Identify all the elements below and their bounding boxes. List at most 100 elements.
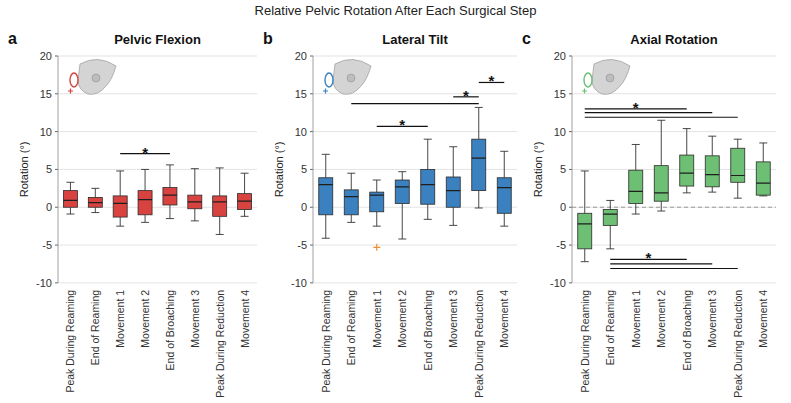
whisker-lower	[347, 215, 355, 223]
tick-mark	[310, 169, 313, 170]
panel-letter: a	[8, 30, 17, 47]
tick-mark	[55, 207, 58, 208]
category-label: Peak During Reaming	[320, 290, 332, 393]
whisker-upper	[581, 171, 589, 213]
box	[188, 195, 202, 209]
median-line	[163, 195, 177, 196]
plus-sign	[323, 89, 328, 94]
box	[421, 169, 435, 204]
whisker-upper	[424, 139, 432, 169]
category-label: Movement 3	[706, 290, 718, 348]
tick-mark	[310, 56, 313, 57]
category-label: Movement 1	[114, 290, 126, 348]
tick-mark	[55, 169, 58, 170]
box	[113, 196, 127, 217]
axis-title: Rotation (°)	[273, 142, 285, 198]
category-label: Peak During Reaming	[579, 290, 591, 393]
whisker-lower	[500, 213, 508, 226]
tick-label: 5	[560, 163, 566, 175]
tick-mark	[569, 282, 572, 283]
whisker-upper	[632, 144, 640, 170]
median-line	[756, 182, 770, 183]
box	[472, 139, 486, 190]
axis-title: Rotation (°)	[532, 142, 544, 198]
category-label: End of Broaching	[681, 290, 693, 371]
whisker-lower	[166, 205, 174, 219]
whisker-lower	[683, 186, 691, 193]
pelvis-shape	[333, 59, 371, 94]
median-line	[395, 186, 409, 187]
tick-mark	[310, 207, 313, 208]
median-line	[344, 196, 358, 197]
box	[731, 148, 745, 182]
median-line	[138, 199, 152, 200]
significance-bracket	[610, 268, 738, 269]
plus-sign	[68, 89, 73, 94]
median-line	[654, 192, 668, 193]
whisker-upper	[141, 169, 149, 190]
box	[63, 191, 77, 208]
pelvis-joint	[347, 74, 355, 82]
significance-bracket	[585, 117, 738, 118]
grid-line	[313, 245, 517, 246]
median-line	[113, 203, 127, 204]
grid-line	[572, 56, 776, 57]
whisker-upper	[475, 107, 483, 139]
tick-mark	[569, 169, 572, 170]
median-line	[472, 157, 486, 158]
whisker-lower	[734, 182, 742, 198]
category-label: End of Reaming	[604, 290, 616, 365]
whisker-lower	[91, 207, 99, 212]
grid-line	[58, 282, 257, 283]
median-line	[680, 173, 694, 174]
pelvis-shape	[592, 59, 630, 94]
median-line	[629, 191, 643, 192]
whisker-lower	[191, 209, 199, 221]
whisker-lower	[449, 207, 457, 225]
category-label: Movement 3	[189, 290, 201, 348]
tick-label: -10	[550, 277, 566, 289]
category-label: Movement 2	[396, 290, 408, 348]
grid-line	[58, 245, 257, 246]
box	[705, 156, 719, 187]
category-label: Movement 1	[371, 290, 383, 348]
category-label: Movement 2	[655, 290, 667, 348]
whisker-lower	[216, 216, 224, 234]
category-label: Peak During Reaming	[64, 290, 76, 393]
whisker-lower	[322, 215, 330, 238]
box	[654, 166, 668, 202]
box	[163, 188, 177, 205]
tick-label: 0	[560, 201, 566, 213]
median-line	[370, 195, 384, 196]
panel-letter: b	[263, 30, 273, 47]
tick-mark	[310, 245, 313, 246]
rotation-arrow	[70, 73, 78, 87]
grid-line	[313, 131, 517, 132]
tick-mark	[55, 131, 58, 132]
pelvis-shape	[78, 59, 116, 94]
tick-label: -10	[36, 277, 52, 289]
whisker-upper	[734, 139, 742, 148]
y-axis	[313, 56, 314, 283]
tick-label: 5	[301, 163, 307, 175]
tick-mark	[310, 93, 313, 94]
tick-mark	[569, 56, 572, 57]
whisker-upper	[708, 136, 716, 156]
tick-label: 15	[295, 88, 307, 100]
tick-mark	[310, 282, 313, 283]
box	[238, 194, 252, 210]
category-label: Movement 4	[239, 290, 251, 348]
tick-mark	[55, 282, 58, 283]
whisker-upper	[759, 143, 767, 162]
significance-star: *	[399, 116, 405, 133]
tick-label: -5	[297, 239, 307, 251]
category-label: Peak During Reduction	[214, 290, 226, 398]
y-axis	[572, 56, 573, 283]
box	[629, 170, 643, 203]
pelvis-joint	[606, 74, 614, 82]
significance-star: *	[142, 144, 148, 161]
y-axis	[58, 56, 59, 283]
tick-mark	[55, 56, 58, 57]
whisker-lower	[424, 204, 432, 219]
figure: Relative Pelvic Rotation After Each Surg…	[0, 0, 791, 403]
